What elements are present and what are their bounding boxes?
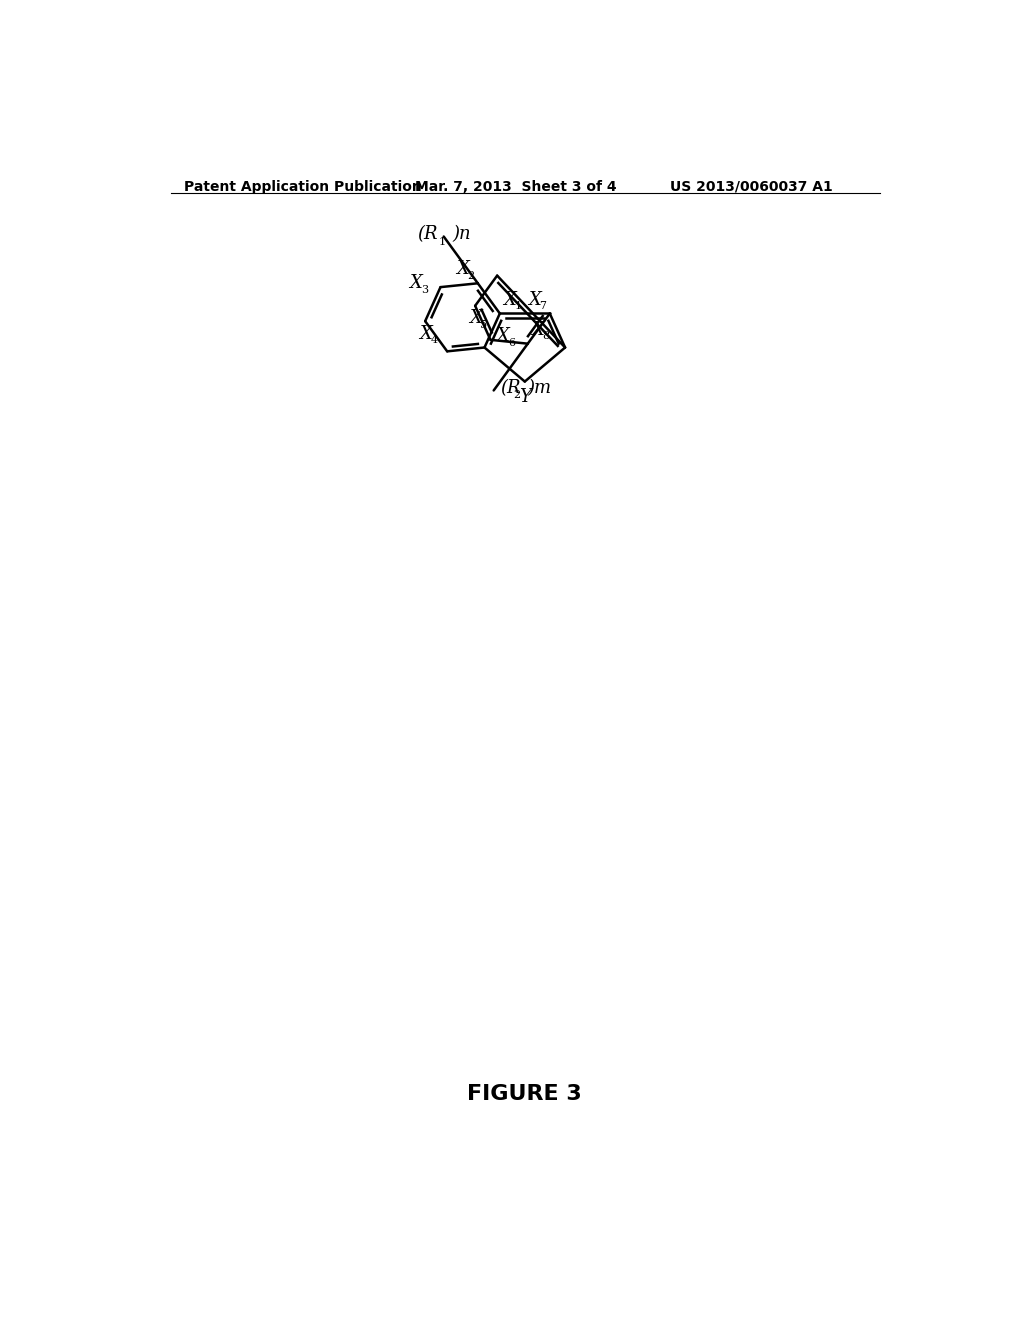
Text: X: X: [419, 325, 432, 343]
Text: X: X: [497, 327, 510, 345]
Text: X: X: [410, 275, 422, 292]
Text: Y: Y: [519, 388, 530, 407]
Text: 1: 1: [514, 301, 521, 312]
Text: (R: (R: [417, 226, 437, 243]
Text: 3: 3: [421, 285, 428, 294]
Text: 2: 2: [467, 271, 474, 281]
Text: Patent Application Publication: Patent Application Publication: [183, 180, 422, 194]
Text: X: X: [469, 309, 482, 327]
Text: 7: 7: [540, 301, 547, 312]
Text: 1: 1: [438, 236, 445, 247]
Text: X: X: [456, 260, 469, 279]
Text: 6: 6: [508, 338, 515, 347]
Text: )n: )n: [453, 226, 471, 243]
Text: FIGURE 3: FIGURE 3: [467, 1084, 583, 1104]
Text: X: X: [528, 290, 541, 309]
Text: 2: 2: [513, 391, 520, 400]
Text: US 2013/0060037 A1: US 2013/0060037 A1: [671, 180, 834, 194]
Text: 4: 4: [430, 335, 437, 345]
Text: Mar. 7, 2013  Sheet 3 of 4: Mar. 7, 2013 Sheet 3 of 4: [415, 180, 616, 194]
Text: 5: 5: [480, 319, 487, 330]
Text: X: X: [530, 321, 544, 339]
Text: )m: )m: [527, 379, 551, 397]
Text: 8: 8: [542, 331, 549, 342]
Text: X: X: [503, 290, 516, 309]
Text: (R: (R: [500, 379, 520, 397]
